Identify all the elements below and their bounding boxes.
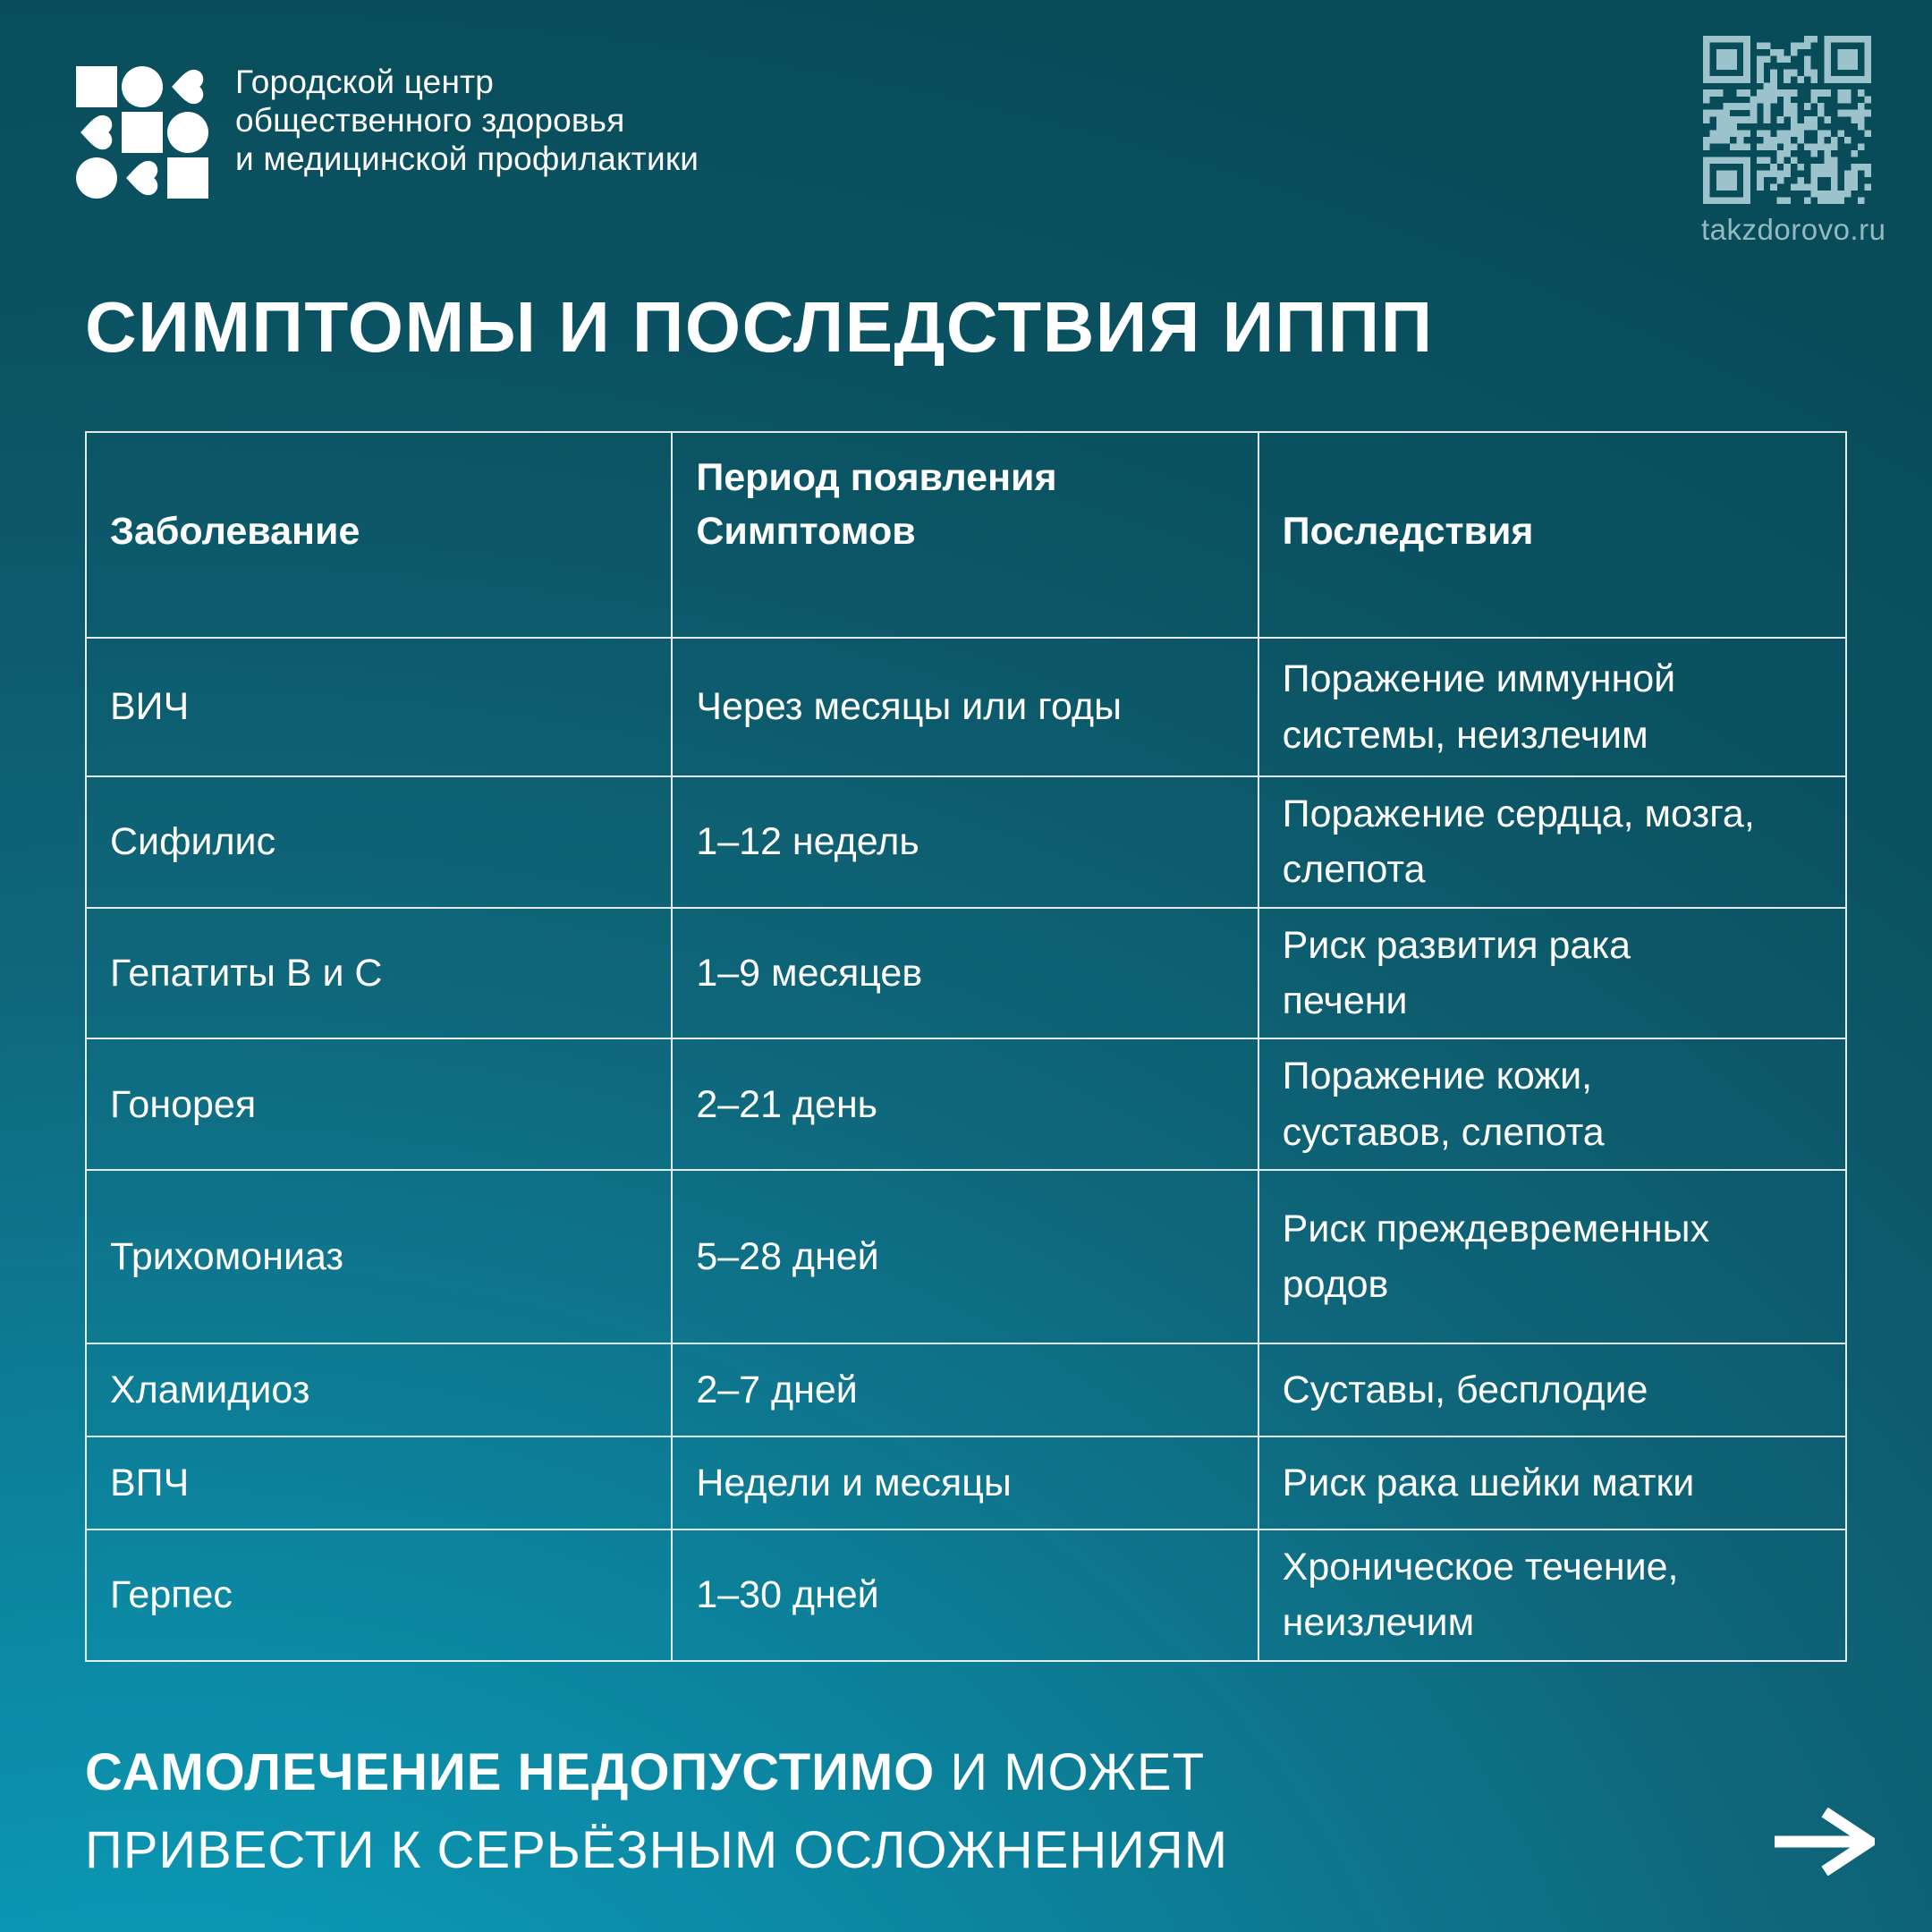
consequence-cell: Суставы, бесплодие (1282, 1368, 1648, 1411)
qr-label: takzdorovo.ru (1701, 213, 1886, 246)
table-header-row: Заболевание Период появления Симптомов П… (87, 433, 1845, 639)
table-row: ВИЧ Через месяцы или годы Поражение имму… (87, 639, 1845, 777)
warning-bold-text: САМОЛЕЧЕНИЕ НЕДОПУСТИМО (85, 1743, 936, 1801)
disease-cell: Сифилис (87, 777, 674, 907)
consequence-cell: Поражение иммунной системы, неизлечим (1282, 657, 1676, 757)
disease-cell: Герпес (87, 1530, 674, 1660)
consequence-cell: Хроническое течение, неизлечим (1282, 1546, 1679, 1645)
qr-block: takzdorovo.ru (1701, 36, 1886, 247)
column-header-consequence: Последствия (1282, 509, 1534, 553)
sti-table: Заболевание Период появления Симптомов П… (85, 431, 1847, 1662)
disease-cell: Гонорея (87, 1039, 674, 1170)
consequence-cell: Риск рака шейки матки (1282, 1461, 1695, 1504)
table-row: Герпес 1–30 дней Хроническое течение, не… (87, 1530, 1845, 1660)
period-cell: 5–28 дней (673, 1171, 1259, 1343)
period-cell: 1–9 месяцев (673, 908, 1259, 1038)
disease-cell: Гепатиты В и С (87, 908, 674, 1038)
next-arrow-icon[interactable] (1775, 1808, 1875, 1876)
logo-heart-icon (122, 157, 163, 199)
disease-cell: Хламидиоз (87, 1344, 674, 1436)
logo-square-icon (122, 112, 163, 153)
warning-rest-text: И МОЖЕТ ПРИВЕСТИ К СЕРЬЁЗНЫМ ОСЛОЖНЕНИЯМ (85, 1743, 1229, 1879)
table-row: Хламидиоз 2–7 дней Суставы, бесплодие (87, 1344, 1845, 1438)
logo-heart-icon (167, 66, 208, 107)
period-cell: 2–7 дней (673, 1344, 1259, 1436)
table-row: Гепатиты В и С 1–9 месяцев Риск развития… (87, 908, 1845, 1040)
table-row: Гонорея 2–21 день Поражение кожи, сустав… (87, 1039, 1845, 1172)
table-row: Трихомониаз 5–28 дней Риск преждевременн… (87, 1171, 1845, 1345)
qr-code-icon (1703, 36, 1871, 204)
logo-circle-icon (122, 66, 163, 107)
logo-heart-icon (76, 112, 117, 153)
page-title: СИМПТОМЫ И ПОСЛЕДСТВИЯ ИППП (85, 287, 1434, 367)
period-cell: 1–12 недель (673, 777, 1259, 907)
column-header-period: Период появления Симптомов (673, 433, 1259, 637)
period-cell: Через месяцы или годы (673, 639, 1259, 775)
warning-text: САМОЛЕЧЕНИЕ НЕДОПУСТИМО И МОЖЕТ ПРИВЕСТИ… (85, 1733, 1561, 1889)
consequence-cell: Поражение сердца, мозга, слепота (1282, 792, 1755, 892)
logo-square-icon (167, 157, 208, 199)
logo-circle-icon (76, 157, 117, 199)
logo-shapes-icon (76, 66, 208, 199)
logo-square-icon (76, 66, 117, 107)
logo-circle-icon (167, 112, 208, 153)
consequence-cell: Риск преждевременных родов (1282, 1207, 1710, 1307)
disease-cell: ВИЧ (87, 639, 674, 775)
consequence-cell: Риск развития рака печени (1282, 923, 1631, 1023)
column-header-disease: Заболевание (87, 433, 674, 637)
disease-cell: ВПЧ (87, 1437, 674, 1530)
org-logo: Городской центр общественного здоровья и… (76, 61, 699, 199)
period-cell: 1–30 дней (673, 1530, 1259, 1660)
org-name: Городской центр общественного здоровья и… (235, 64, 699, 177)
period-cell: Недели и месяцы (673, 1437, 1259, 1530)
table-row: ВПЧ Недели и месяцы Риск рака шейки матк… (87, 1437, 1845, 1531)
period-cell: 2–21 день (673, 1039, 1259, 1170)
disease-cell: Трихомониаз (87, 1171, 674, 1343)
table-row: Сифилис 1–12 недель Поражение сердца, мо… (87, 777, 1845, 909)
consequence-cell: Поражение кожи, суставов, слепота (1282, 1055, 1605, 1154)
